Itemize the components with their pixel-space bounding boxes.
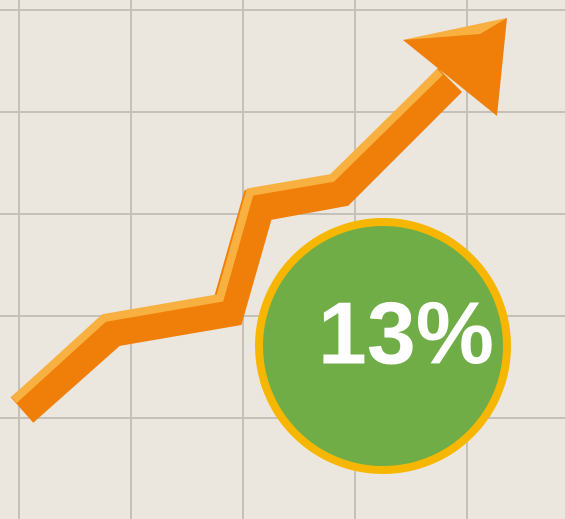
badge-text: 13% [318, 283, 494, 382]
badge-circle [255, 218, 511, 474]
rising-arrow [10, 18, 507, 423]
